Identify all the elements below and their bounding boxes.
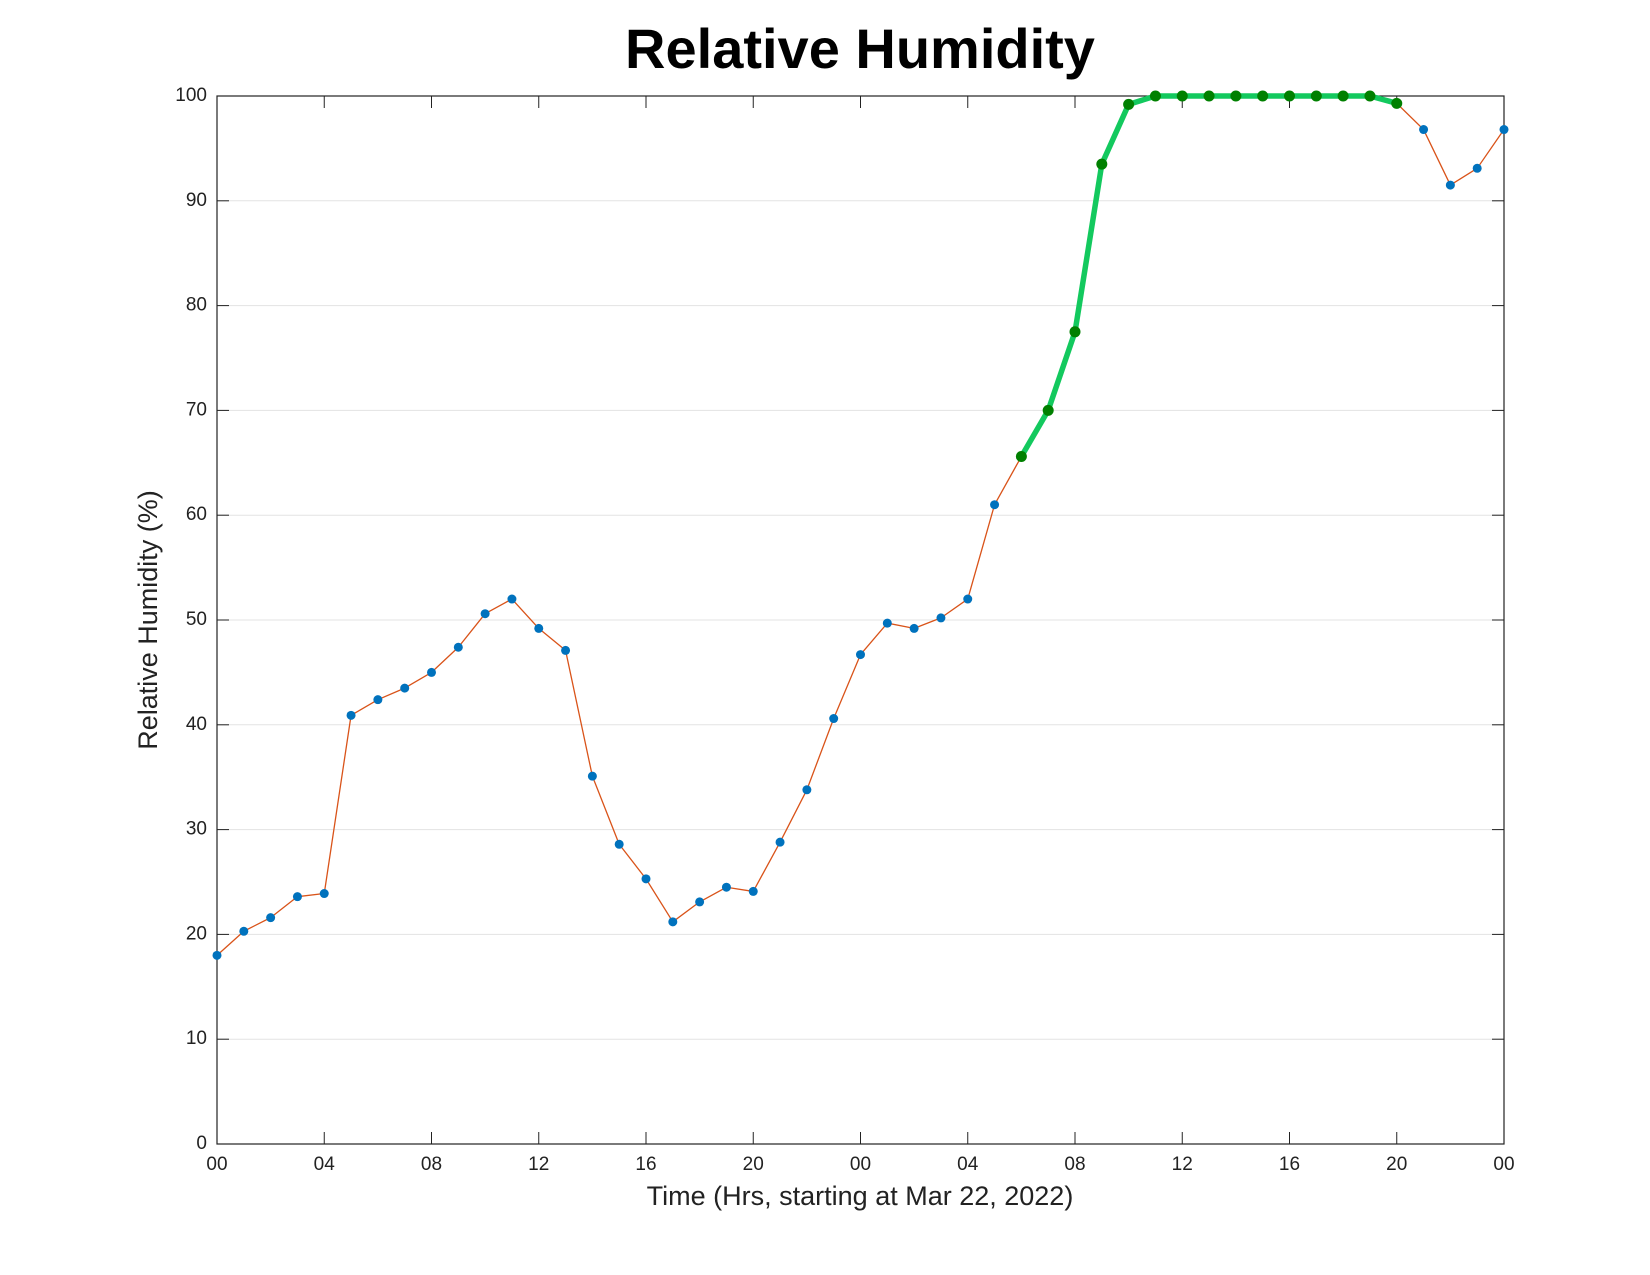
data-point	[695, 897, 705, 907]
x-tick-label: 20	[1386, 1154, 1407, 1175]
data-point	[1042, 404, 1054, 416]
data-point	[909, 623, 919, 633]
data-point	[668, 917, 678, 927]
x-tick-label: 16	[635, 1154, 656, 1175]
data-point	[346, 710, 356, 720]
x-tick-label: 12	[1172, 1154, 1193, 1175]
data-point	[212, 950, 222, 960]
data-point	[319, 889, 329, 899]
x-tick-label: 12	[528, 1154, 549, 1175]
data-point	[936, 613, 946, 623]
data-point	[614, 839, 624, 849]
data-point	[829, 714, 839, 724]
data-point	[480, 609, 490, 619]
data-point	[427, 667, 436, 677]
data-point	[1069, 326, 1081, 338]
data-point	[721, 882, 731, 892]
data-point	[775, 837, 785, 847]
data-point	[1364, 90, 1376, 102]
data-point	[1284, 90, 1295, 102]
data-point	[1015, 451, 1027, 463]
data-point	[856, 650, 865, 660]
data-point	[802, 785, 812, 795]
data-point	[239, 926, 249, 936]
x-tick-label: 00	[206, 1154, 227, 1175]
plot-frame	[216, 95, 1505, 1145]
x-tick-label: 04	[957, 1154, 979, 1175]
y-tick-label: 10	[186, 1028, 207, 1049]
data-point	[963, 594, 973, 604]
x-tick-label: 00	[1493, 1154, 1514, 1175]
data-point	[453, 642, 463, 652]
y-tick-label: 100	[175, 85, 207, 106]
data-point	[641, 874, 651, 884]
x-tick-label: 08	[421, 1154, 442, 1175]
data-point	[266, 913, 276, 923]
data-point	[882, 618, 892, 628]
x-tick-label: 20	[743, 1154, 764, 1175]
y-tick-label: 20	[186, 923, 207, 944]
y-tick-label: 80	[186, 295, 207, 316]
data-point	[1096, 158, 1108, 170]
chart-title: Relative Humidity	[625, 17, 1095, 80]
data-point	[990, 500, 1000, 510]
x-tick-label: 00	[850, 1154, 871, 1175]
data-point	[292, 892, 302, 902]
data-point	[1391, 97, 1403, 109]
data-point	[373, 695, 383, 705]
x-axis-label: Time (Hrs, starting at Mar 22, 2022)	[647, 1181, 1074, 1211]
data-point	[1203, 90, 1215, 102]
data-point	[1472, 163, 1482, 173]
data-point	[748, 886, 758, 896]
y-tick-label: 70	[186, 399, 207, 420]
data-point	[587, 771, 597, 781]
y-tick-label: 60	[186, 504, 207, 525]
data-point	[1419, 125, 1429, 135]
y-tick-label: 30	[186, 819, 207, 840]
y-axis-label: Relative Humidity (%)	[133, 490, 163, 750]
y-tick-label: 40	[186, 714, 207, 735]
y-tick-label: 90	[186, 190, 207, 211]
data-point	[507, 594, 517, 604]
data-point	[1149, 90, 1161, 102]
x-tick-label: 08	[1064, 1154, 1085, 1175]
data-point	[1310, 90, 1322, 102]
data-point	[1499, 125, 1509, 135]
x-tick-label: 16	[1279, 1154, 1300, 1175]
data-point	[1445, 180, 1455, 190]
data-point	[400, 683, 410, 693]
y-tick-label: 0	[196, 1133, 207, 1154]
data-point	[1123, 98, 1135, 110]
data-point	[1257, 90, 1269, 102]
data-point	[1337, 90, 1349, 102]
data-point	[534, 623, 544, 633]
x-tick-label: 04	[314, 1154, 336, 1175]
data-point	[1230, 90, 1242, 102]
data-point	[561, 645, 571, 655]
data-point	[1176, 90, 1188, 102]
y-tick-label: 50	[186, 609, 207, 630]
